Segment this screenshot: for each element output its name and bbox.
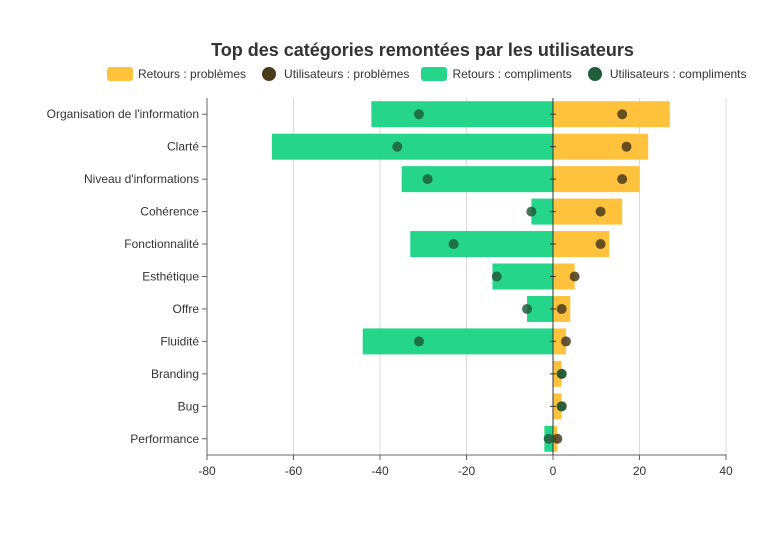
x-tick-label: -80 [198, 464, 216, 478]
category-label: Fluidité [160, 334, 199, 348]
legend-item-utilisateurs-problemes[interactable]: Utilisateurs : problèmes [258, 67, 409, 81]
point-utilisateurs-compliments [422, 174, 433, 185]
category-label: Performance [130, 432, 199, 446]
point-utilisateurs-problemes [560, 336, 571, 347]
point-utilisateurs-problemes [556, 303, 567, 314]
bar-retours-compliments [271, 133, 553, 160]
point-utilisateurs-compliments [392, 141, 403, 152]
legend-item-retours-problemes[interactable]: Retours : problèmes [107, 67, 246, 81]
x-tick-label: -60 [285, 464, 303, 478]
point-utilisateurs-problemes [621, 141, 632, 152]
legend-swatch-retours-compliments [421, 67, 448, 81]
bar-retours-compliments [362, 328, 553, 355]
point-utilisateurs-compliments [522, 303, 533, 314]
point-utilisateurs-compliments [448, 239, 459, 250]
category-label: Offre [173, 302, 200, 316]
category-label: Bug [178, 399, 199, 413]
point-utilisateurs-compliments [413, 336, 424, 347]
legend-label-retours-compliments: Retours : compliments [452, 67, 572, 81]
point-utilisateurs-problemes [595, 239, 606, 250]
bar-retours-compliments [531, 198, 553, 225]
point-utilisateurs-problemes [595, 206, 606, 217]
x-tick-label: 40 [719, 464, 733, 478]
category-label: Organisation de l'information [47, 107, 199, 121]
legend-dot-utilisateurs-compliments [587, 67, 602, 81]
point-layer [392, 109, 632, 444]
x-tick-label: 20 [633, 464, 647, 478]
point-utilisateurs-compliments [556, 368, 567, 379]
axis-layer [202, 98, 727, 460]
bar-retours-problemes [553, 328, 566, 355]
category-label: Niveau d'informations [84, 172, 199, 186]
x-tick-label: 0 [550, 464, 557, 478]
legend-label-utilisateurs-problemes: Utilisateurs : problèmes [284, 67, 410, 81]
bar-retours-compliments [492, 263, 553, 290]
point-utilisateurs-problemes [552, 433, 563, 444]
legend-item-utilisateurs-compliments[interactable]: Utilisateurs : compliments [584, 67, 747, 81]
bar-retours-compliments [410, 231, 553, 258]
category-label: Fonctionnalité [124, 237, 199, 251]
point-utilisateurs-compliments [526, 206, 537, 217]
category-label: Cohérence [140, 205, 199, 219]
bar-retours-problemes [553, 133, 649, 160]
point-utilisateurs-compliments [491, 271, 502, 282]
point-utilisateurs-compliments [543, 433, 554, 444]
legend-swatch-retours-problemes [107, 67, 133, 81]
point-utilisateurs-compliments [413, 109, 424, 120]
legend: Retours : problèmes Utilisateurs : probl… [107, 67, 759, 81]
legend-label-utilisateurs-compliments: Utilisateurs : compliments [609, 67, 747, 81]
x-tick-label: -40 [371, 464, 389, 478]
point-utilisateurs-problemes [569, 271, 580, 282]
bar-retours-problemes [553, 263, 575, 290]
point-utilisateurs-problemes [617, 109, 628, 120]
chart-title: Top des catégories remontées par les uti… [211, 40, 634, 60]
bar-layer [271, 101, 670, 452]
legend-dot-utilisateurs-problemes [262, 67, 277, 81]
category-label: Clarté [167, 140, 199, 154]
bar-retours-problemes [553, 101, 670, 128]
category-label: Esthétique [142, 270, 199, 284]
x-tick-label: -20 [458, 464, 476, 478]
bar-retours-compliments [371, 101, 553, 128]
point-utilisateurs-compliments [556, 401, 567, 412]
bar-retours-problemes [553, 198, 623, 225]
point-utilisateurs-problemes [617, 174, 628, 185]
legend-item-retours-compliments[interactable]: Retours : compliments [421, 67, 572, 81]
label-layer: -80 -60 -40 -20 0 20 40 Organisation de l'infor… [47, 107, 733, 478]
category-label: Branding [151, 367, 199, 381]
legend-label-retours-problemes: Retours : problèmes [138, 67, 247, 81]
